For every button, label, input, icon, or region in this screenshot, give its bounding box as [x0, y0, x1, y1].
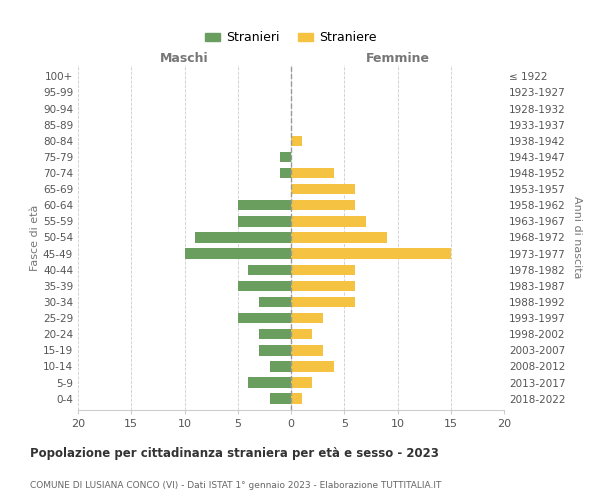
- Bar: [238, 280, 291, 291]
- Y-axis label: Anni di nascita: Anni di nascita: [572, 196, 582, 279]
- Bar: [291, 248, 451, 259]
- Bar: [238, 313, 291, 324]
- Bar: [238, 216, 291, 226]
- Text: Maschi: Maschi: [160, 52, 209, 65]
- Bar: [259, 296, 291, 307]
- Legend: Stranieri, Straniere: Stranieri, Straniere: [200, 26, 382, 50]
- Bar: [270, 361, 291, 372]
- Bar: [291, 345, 323, 356]
- Bar: [291, 313, 323, 324]
- Bar: [291, 329, 313, 340]
- Bar: [280, 168, 291, 178]
- Text: Popolazione per cittadinanza straniera per età e sesso - 2023: Popolazione per cittadinanza straniera p…: [30, 448, 439, 460]
- Bar: [270, 394, 291, 404]
- Text: Femmine: Femmine: [365, 52, 430, 65]
- Bar: [248, 264, 291, 275]
- Bar: [280, 152, 291, 162]
- Bar: [185, 248, 291, 259]
- Bar: [259, 329, 291, 340]
- Bar: [291, 200, 355, 210]
- Text: COMUNE DI LUSIANA CONCO (VI) - Dati ISTAT 1° gennaio 2023 - Elaborazione TUTTITA: COMUNE DI LUSIANA CONCO (VI) - Dati ISTA…: [30, 480, 442, 490]
- Bar: [291, 264, 355, 275]
- Bar: [238, 200, 291, 210]
- Bar: [291, 136, 302, 146]
- Bar: [248, 378, 291, 388]
- Bar: [291, 394, 302, 404]
- Bar: [259, 345, 291, 356]
- Bar: [291, 280, 355, 291]
- Y-axis label: Fasce di età: Fasce di età: [30, 204, 40, 270]
- Bar: [291, 184, 355, 194]
- Bar: [291, 216, 365, 226]
- Bar: [291, 232, 387, 242]
- Bar: [291, 361, 334, 372]
- Bar: [291, 296, 355, 307]
- Bar: [291, 168, 334, 178]
- Bar: [291, 378, 313, 388]
- Bar: [195, 232, 291, 242]
